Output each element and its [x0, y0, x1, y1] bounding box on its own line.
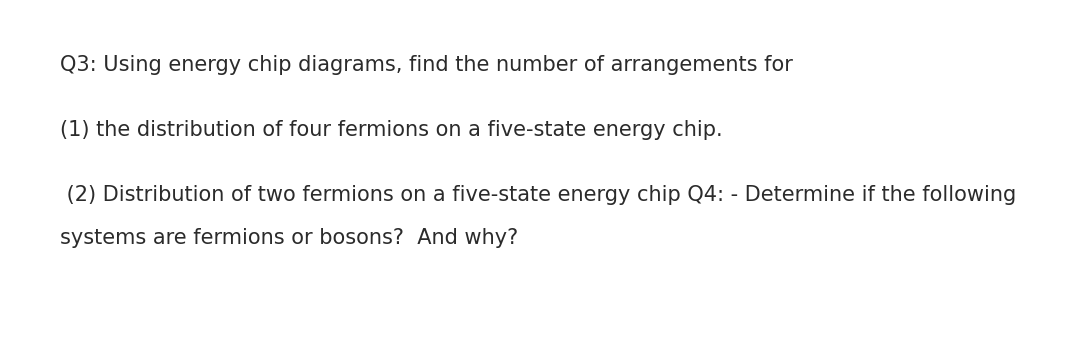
Text: systems are fermions or bosons?  And why?: systems are fermions or bosons? And why?: [60, 228, 518, 248]
Text: (1) the distribution of four fermions on a five-state energy chip.: (1) the distribution of four fermions on…: [60, 120, 723, 140]
Text: Q3: Using energy chip diagrams, find the number of arrangements for: Q3: Using energy chip diagrams, find the…: [60, 55, 793, 75]
Text: (2) Distribution of two fermions on a five-state energy chip Q4: - Determine if : (2) Distribution of two fermions on a fi…: [60, 185, 1016, 205]
